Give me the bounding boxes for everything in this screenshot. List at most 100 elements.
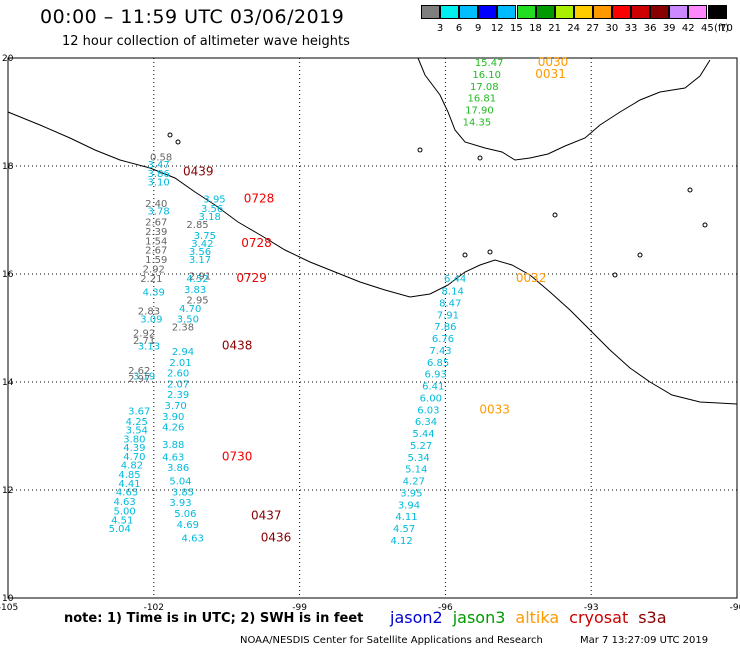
map-gridlines bbox=[8, 58, 737, 598]
units-note: note: 1) Time is in UTC; 2) SWH is in fe… bbox=[64, 611, 364, 626]
pass-time-label: 0033 bbox=[479, 402, 510, 416]
wave-height-values: 3.473.863.103.784.393.093.133.193.674.25… bbox=[109, 58, 504, 547]
wave-height-value: 2.60 bbox=[167, 369, 189, 380]
wave-height-value: 3.95 bbox=[400, 488, 422, 499]
wave-height-value: 16.81 bbox=[468, 94, 497, 105]
wave-height-value: 5.04 bbox=[109, 524, 131, 535]
wave-height-value: 4.52 bbox=[186, 274, 208, 285]
wave-height-value: 3.90 bbox=[162, 412, 184, 423]
legend-altika: altika bbox=[515, 608, 560, 627]
wave-height-value: 2.40 bbox=[145, 199, 167, 210]
wave-height-value: 3.86 bbox=[148, 169, 170, 180]
gulf-coastline bbox=[417, 57, 711, 161]
color-swatch bbox=[631, 5, 651, 19]
wave-height-value: 5.04 bbox=[169, 477, 191, 488]
wave-height-value: 4.39 bbox=[143, 288, 165, 299]
axis-ticks: -105 -102 -99 -96 -93 -90 20 18 16 14 12 10 bbox=[0, 54, 740, 613]
wave-height-value: 4.70 bbox=[123, 452, 145, 463]
pass-time-label: 0730 bbox=[222, 449, 253, 463]
wave-height-value: 2.94 bbox=[172, 347, 194, 358]
latitude-tick-label: 18 bbox=[2, 162, 14, 172]
color-scale-label: 18 bbox=[529, 23, 542, 34]
wave-height-value: 3.18 bbox=[199, 212, 221, 223]
wave-height-value: 4.63 bbox=[182, 533, 204, 544]
wave-height-value: 4.57 bbox=[393, 524, 415, 535]
pass-time-label: 0728 bbox=[244, 192, 275, 206]
wave-height-value: 17.08 bbox=[470, 82, 499, 93]
wave-height-value: 5.27 bbox=[410, 441, 432, 452]
island bbox=[487, 249, 493, 255]
color-scale-label: 9 bbox=[475, 23, 482, 34]
wave-height-value: 4.85 bbox=[118, 470, 140, 481]
map-frame bbox=[7, 57, 738, 599]
wave-height-value: 2.07 bbox=[167, 379, 189, 390]
wave-height-value: 2.85 bbox=[186, 220, 208, 231]
wave-height-value: 3.95 bbox=[203, 195, 225, 206]
color-scale-label: 24 bbox=[567, 23, 581, 34]
wave-height-value: 4.41 bbox=[118, 479, 140, 490]
color-scale-label: 30 bbox=[605, 23, 619, 34]
latitude-tick-label: 20 bbox=[2, 54, 14, 64]
pacific-coastline bbox=[7, 111, 738, 405]
pass-time-labels: 0439 0728 0728 0729 0438 0730 0437 0436 0032 0033… bbox=[183, 55, 568, 544]
island bbox=[477, 155, 483, 161]
wave-height-value: 3.83 bbox=[184, 285, 206, 296]
wave-height-value: 2.83 bbox=[138, 307, 160, 318]
wave-height-value: 5.44 bbox=[412, 429, 434, 440]
color-swatch bbox=[707, 5, 727, 19]
island bbox=[702, 222, 708, 228]
color-scale-label: 39 bbox=[662, 23, 676, 34]
wave-height-value: 2.67 bbox=[145, 217, 167, 228]
wave-height-value: 6.93 bbox=[425, 370, 447, 381]
color-swatch bbox=[516, 5, 536, 19]
wave-height-value: 3.50 bbox=[177, 315, 199, 326]
pass-time-label: 0439 bbox=[183, 165, 214, 179]
wave-height-value: 4.25 bbox=[126, 417, 148, 428]
wave-height-value: 2.71 bbox=[133, 336, 155, 347]
wave-height-value: 7.91 bbox=[437, 310, 459, 321]
island bbox=[637, 252, 643, 258]
coastline bbox=[7, 57, 738, 405]
wave-height-value: 17.90 bbox=[465, 106, 494, 117]
credit-text: NOAA/NESDIS Center for Satellite Applica… bbox=[240, 635, 543, 646]
legend-jason2: jason2 bbox=[390, 608, 443, 627]
color-swatch bbox=[573, 5, 593, 19]
wave-height-value: 4.27 bbox=[403, 477, 425, 488]
island bbox=[167, 132, 173, 138]
color-swatch bbox=[688, 5, 708, 19]
map-subtitle: 12 hour collection of altimeter wave hei… bbox=[62, 34, 350, 49]
wave-height-value: 3.13 bbox=[138, 342, 160, 353]
satellite-legend: jason2 jason3 altika cryosat s3a bbox=[390, 608, 677, 627]
island bbox=[687, 187, 693, 193]
wave-height-value: 2.92 bbox=[143, 264, 165, 275]
latitude-tick-label: 14 bbox=[2, 378, 14, 388]
island bbox=[552, 212, 558, 218]
color-swatch bbox=[669, 5, 689, 19]
plot-border bbox=[7, 57, 738, 599]
wave-height-value: 4.63 bbox=[114, 497, 136, 508]
color-swatch bbox=[459, 5, 479, 19]
wave-height-value: 3.93 bbox=[169, 498, 191, 509]
wave-height-value: 2.91 bbox=[189, 271, 211, 282]
wave-height-value: 5.06 bbox=[174, 509, 196, 520]
wave-height-value: 3.09 bbox=[140, 315, 162, 326]
wave-height-value: 2.95 bbox=[186, 296, 208, 307]
longitude-tick-label: -105 bbox=[0, 603, 18, 613]
color-scale-label: 33 bbox=[624, 23, 638, 34]
map-title: 00:00 – 11:59 UTC 03/06/2019 bbox=[40, 6, 345, 28]
color-scale-label: 45 bbox=[701, 23, 714, 34]
wave-height-value: 3.67 bbox=[128, 406, 150, 417]
color-scale-label: 3 bbox=[436, 23, 444, 34]
wave-height-value: 6.00 bbox=[420, 393, 442, 404]
wave-height-value: 1.59 bbox=[145, 255, 167, 266]
legend-cryosat: cryosat bbox=[569, 608, 629, 627]
longitude-tick-label: -90 bbox=[730, 603, 740, 613]
pass-time-label: 0729 bbox=[236, 271, 267, 285]
legend-jason3: jason3 bbox=[452, 608, 506, 627]
wave-height-value: 2.97 bbox=[128, 374, 150, 385]
wave-height-value: 4.69 bbox=[177, 520, 199, 531]
pass-time-label: 0436 bbox=[261, 530, 292, 544]
longitude-tick-label: -102 bbox=[144, 603, 164, 613]
wave-height-value: 4.82 bbox=[121, 460, 143, 471]
